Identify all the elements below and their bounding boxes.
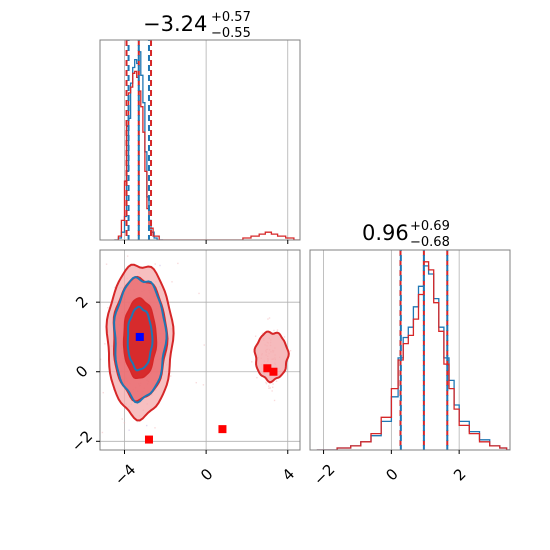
p2-title-plus: +0.69 (410, 219, 450, 234)
p1-hist-red (114, 70, 300, 240)
scatter-point (114, 241, 115, 242)
p2-xtick-label: 0 (382, 465, 401, 484)
p2-xtick-label: −2 (310, 461, 338, 489)
scatter-point (203, 344, 205, 346)
p1-marginal-panel (99, 39, 301, 244)
joint-xtick-label: 0 (197, 465, 216, 484)
scatter-point (101, 431, 104, 434)
scatter-point (251, 361, 253, 363)
scatter-point (269, 387, 271, 389)
joint-plot-area (93, 241, 300, 461)
p1-title-minus: −0.55 (211, 26, 251, 41)
joint-xtick-label: −4 (111, 461, 139, 489)
scatter-point (272, 386, 274, 389)
scatter-point (272, 383, 274, 385)
scatter-point (113, 286, 116, 289)
blue-marker (135, 332, 144, 341)
scatter-point (276, 329, 279, 331)
scatter-point (159, 264, 161, 267)
panel-frame (99, 249, 301, 451)
scatter-point (136, 420, 139, 423)
scatter-point (254, 335, 257, 337)
scatter-point (198, 292, 200, 295)
red-marker (218, 425, 227, 434)
scatter-point (154, 427, 156, 429)
scatter-point (128, 429, 130, 431)
scatter-point (169, 375, 172, 377)
p2-xtick-label: 2 (450, 465, 469, 484)
scatter-point (154, 263, 156, 265)
joint-panel (93, 241, 301, 461)
scatter-point (100, 358, 102, 361)
scatter-point (171, 281, 173, 283)
joint-xtick-label: 4 (279, 465, 298, 484)
scatter-point (265, 381, 267, 384)
scatter-point (283, 336, 286, 338)
scatter-point (93, 295, 94, 296)
scatter-point (105, 263, 108, 265)
scatter-point (145, 424, 148, 427)
scatter-point (104, 343, 106, 345)
blue-contour-inner (126, 305, 154, 372)
panel-frame (309, 249, 511, 451)
scatter-point (202, 384, 205, 386)
p2-title-minus: −0.68 (410, 235, 450, 250)
scatter-point (268, 387, 270, 389)
scatter-point (271, 390, 273, 392)
scatter-point (273, 329, 275, 332)
p2-hist-red (316, 261, 510, 450)
scatter-point (102, 391, 104, 394)
joint-ytick-label: −2 (68, 427, 96, 455)
scatter-point (268, 317, 271, 319)
p1-plot-area (114, 40, 300, 240)
scatter-point (267, 318, 269, 320)
p2-plot-area (316, 250, 510, 450)
scatter-point (121, 418, 123, 420)
joint-ytick-label: 2 (72, 292, 91, 311)
joint-ytick-label: 0 (72, 362, 91, 381)
scatter-point (265, 382, 268, 385)
red-marker (269, 367, 278, 376)
p1-title-value: −3.24 (143, 12, 207, 36)
scatter-point (144, 460, 145, 461)
scatter-point (261, 332, 264, 335)
p1-title-plus: +0.57 (211, 10, 251, 25)
scatter-point (195, 381, 197, 384)
scatter-point (95, 367, 96, 368)
red-contour-secondary (253, 330, 290, 384)
scatter-point (107, 306, 109, 309)
red-marker (144, 435, 153, 444)
scatter-point (273, 399, 276, 402)
panel-frame (99, 39, 301, 241)
scatter-point (289, 349, 292, 352)
scatter-point (275, 380, 278, 382)
scatter-point (177, 262, 179, 265)
scatter-point (256, 376, 258, 379)
scatter-point (123, 422, 126, 424)
scatter-point (126, 255, 129, 257)
blue-contour-outer (113, 276, 168, 404)
p2-title-value: 0.96 (362, 221, 409, 245)
scatter-point (268, 385, 270, 387)
p2-hist-blue (316, 265, 510, 450)
p2-marginal-panel (309, 249, 511, 454)
red-marker (263, 364, 272, 373)
